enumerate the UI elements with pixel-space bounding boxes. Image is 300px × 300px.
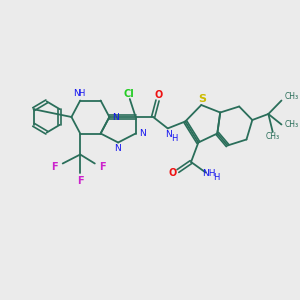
Text: N: N [112, 112, 119, 122]
Text: N: N [114, 144, 121, 153]
Text: N: N [139, 129, 145, 138]
Text: N: N [165, 130, 172, 139]
Text: O: O [169, 167, 177, 178]
Text: CH₃: CH₃ [266, 132, 280, 141]
Text: F: F [77, 176, 83, 187]
Text: N: N [73, 89, 80, 98]
Text: F: F [52, 162, 58, 172]
Text: S: S [199, 94, 207, 104]
Text: H: H [79, 89, 85, 98]
Text: Cl: Cl [124, 88, 135, 99]
Text: H: H [214, 173, 220, 182]
Text: H: H [171, 134, 177, 143]
Text: O: O [155, 90, 163, 100]
Text: F: F [99, 162, 105, 172]
Text: CH₃: CH₃ [284, 92, 298, 101]
Text: CH₃: CH₃ [284, 120, 298, 129]
Text: NH: NH [202, 169, 215, 178]
